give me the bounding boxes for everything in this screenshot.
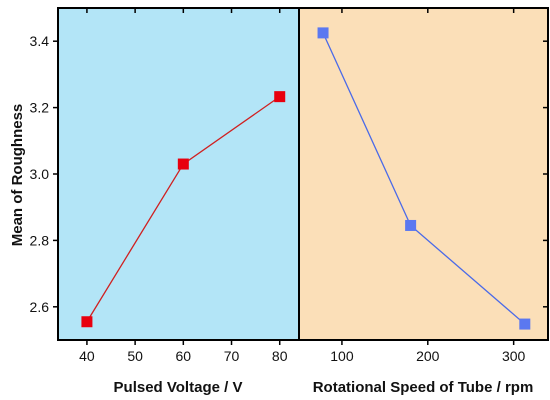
data-point-1-0-2 xyxy=(519,318,531,330)
x-tick-label-1-0: 100 xyxy=(330,348,354,364)
x-tick-label-1-2: 300 xyxy=(502,348,526,364)
x-tick-label-0-0: 40 xyxy=(79,348,95,364)
data-point-0-0-0 xyxy=(81,316,93,328)
data-point-0-0-2 xyxy=(274,91,286,103)
data-point-1-0-0 xyxy=(317,27,329,39)
y-axis-title: Mean of Roughness xyxy=(9,104,26,247)
tick-labels: 40 50 60 70 80 100 200 300 2.6 2.8 3.0 3.2 3.4 xyxy=(30,33,526,364)
x-tick-label-0-3: 70 xyxy=(224,348,240,364)
series-markers xyxy=(81,27,531,330)
x-axis-title-rotational-speed: Rotational Speed of Tube / rpm xyxy=(313,379,534,396)
y-tick-label-3: 3.2 xyxy=(30,100,50,116)
data-point-0-0-1 xyxy=(177,158,189,170)
x-tick-label-0-4: 80 xyxy=(272,348,288,364)
x-tick-label-0-2: 60 xyxy=(176,348,192,364)
y-tick-label-2: 3.0 xyxy=(30,166,50,182)
data-point-1-0-1 xyxy=(405,219,417,231)
x-axis-title-pulsed-voltage: Pulsed Voltage / V xyxy=(114,379,243,396)
panel-background-0 xyxy=(58,8,299,340)
panel-frame-1 xyxy=(298,7,549,341)
panel-frames xyxy=(57,7,549,341)
x-tick-label-0-1: 50 xyxy=(127,348,143,364)
y-tick-label-4: 3.4 xyxy=(30,33,50,49)
panel-backgrounds xyxy=(58,8,548,340)
y-tick-label-1: 2.8 xyxy=(30,232,50,248)
panel-background-1 xyxy=(299,8,548,340)
x-tick-label-1-1: 200 xyxy=(416,348,440,364)
y-tick-label-0: 2.6 xyxy=(30,299,50,315)
